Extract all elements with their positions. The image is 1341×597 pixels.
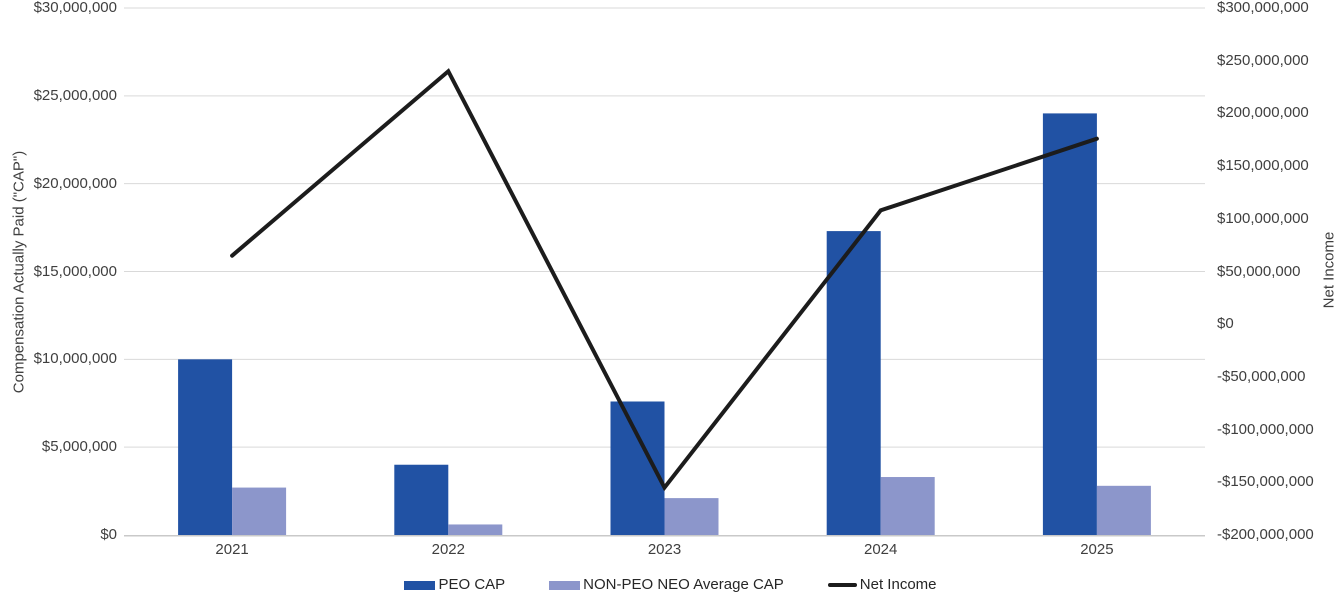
net-income-line-swatch (827, 583, 857, 587)
left-axis-tick-label: $0 (100, 526, 117, 543)
peo-cap-bar (826, 231, 881, 535)
peo-cap-bar (1042, 113, 1097, 536)
left-axis-tick-label: $20,000,000 (33, 174, 117, 192)
non-peo-neo-average-cap-bar (1096, 485, 1151, 535)
peo-cap-swatch (404, 580, 436, 590)
x-axis-category-label: 2023 (647, 541, 682, 558)
legend-label-peo-cap: PEO CAP (438, 576, 506, 593)
left-axis-tick-label: $10,000,000 (33, 350, 117, 368)
legend-item-peo-cap: PEO CAP (404, 576, 505, 594)
right-axis-tick-label: $100,000,000 (1217, 209, 1309, 227)
peo-cap-bar (178, 359, 233, 535)
x-axis-category-label: 2022 (431, 541, 465, 558)
non-peo-neo-average-cap-bar (664, 498, 719, 535)
right-axis-tick-label: $150,000,000 (1217, 157, 1309, 175)
legend: PEO CAP NON-PEO NEO Average CAP Net Inco… (0, 576, 1341, 594)
right-axis-tick-label: $250,000,000 (1217, 51, 1309, 69)
left-axis-tick-label: $5,000,000 (41, 438, 117, 456)
legend-item-net-income: Net Income (827, 576, 937, 594)
left-axis-tick-label: $30,000,000 (33, 0, 117, 16)
legend-label-non-peo-neo-average-cap: NON-PEO NEO Average CAP (583, 576, 784, 593)
legend-label-net-income: Net Income (859, 576, 937, 593)
legend-item-non-peo-neo-average-cap: NON-PEO NEO Average CAP (549, 576, 784, 594)
non-peo-neo-average-cap-swatch (549, 580, 581, 590)
right-axis-tick-label: -$100,000,000 (1217, 420, 1314, 438)
non-peo-neo-average-cap-bar (448, 524, 503, 535)
x-axis-category-label: 2025 (1080, 541, 1114, 558)
right-axis-tick-label: $300,000,000 (1217, 0, 1309, 16)
left-axis-tick-label: $15,000,000 (33, 262, 117, 280)
left-axis-tick-label: $25,000,000 (33, 86, 117, 104)
right-axis-tick-label: -$200,000,000 (1217, 526, 1314, 543)
right-axis-tick-label: $200,000,000 (1217, 104, 1309, 122)
right-axis-tick-label: -$50,000,000 (1217, 367, 1306, 385)
net-income-line (230, 68, 1099, 492)
x-axis-category-label: 2021 (215, 541, 249, 558)
right-axis-tick-label: $0 (1217, 315, 1234, 333)
non-peo-neo-average-cap-bar (880, 477, 935, 535)
right-axis-tick-label: $50,000,000 (1217, 262, 1301, 280)
non-peo-neo-average-cap-bar (232, 487, 287, 535)
right-axis-tick-label: -$150,000,000 (1217, 473, 1314, 491)
x-axis-category-label: 2024 (864, 541, 898, 558)
peo-cap-bar (394, 464, 449, 535)
